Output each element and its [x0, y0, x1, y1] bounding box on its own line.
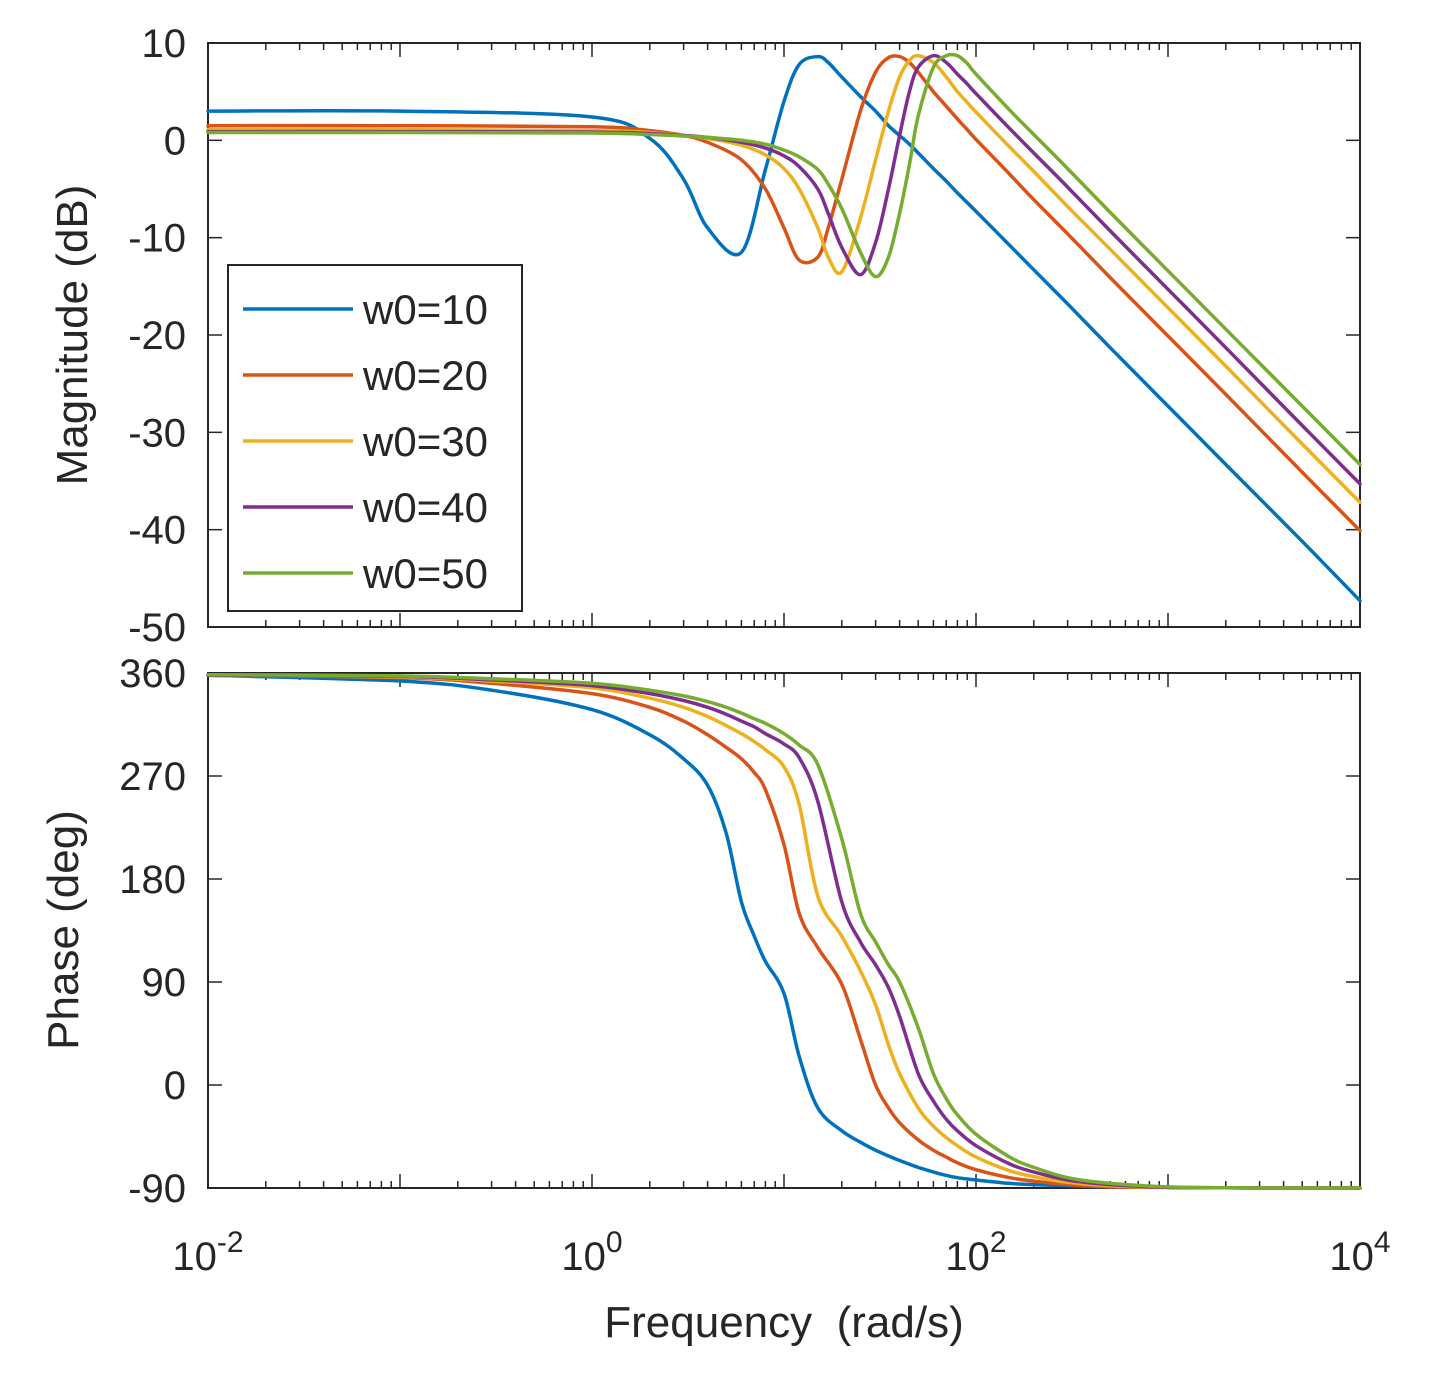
- phase-plot: 360 270 180 90 0 -90 10-2 100 102 104 Phase (deg…: [39, 652, 1391, 1347]
- phase-y-tick-label: 180: [119, 858, 186, 902]
- magnitude-y-ticks: 10 0 -10 -20 -30 -40 -50: [128, 22, 1360, 650]
- x-tick-label: 10-2: [172, 1226, 243, 1279]
- phase-x-tick-labels: 10-2 100 102 104: [172, 1226, 1390, 1279]
- phase-series-w0-50: [206, 672, 1362, 1190]
- magnitude-y-axis-label: Magnitude (dB): [48, 185, 97, 486]
- legend-box: [227, 264, 523, 612]
- legend-label-w0-20: w0=20: [362, 352, 488, 399]
- magnitude-y-tick-label: -20: [128, 314, 186, 358]
- phase-y-tick-label: 90: [142, 961, 187, 1005]
- magnitude-y-tick-label: -40: [128, 509, 186, 553]
- magnitude-curves: [206, 52, 1362, 603]
- legend-label-w0-40: w0=40: [362, 484, 488, 531]
- legend-label-w0-30: w0=30: [362, 418, 488, 465]
- x-tick-label: 104: [1329, 1226, 1390, 1279]
- phase-y-ticks: 360 270 180 90 0 -90: [119, 652, 1360, 1211]
- legend-label-w0-10: w0=10: [362, 286, 488, 333]
- phase-y-tick-label: 270: [119, 755, 186, 799]
- phase-curves: [206, 672, 1362, 1190]
- phase-series-w0-40: [206, 673, 1362, 1190]
- phase-y-axis-label: Phase (deg): [39, 810, 88, 1050]
- phase-series-w0-20: [206, 673, 1362, 1190]
- phase-y-tick-label: 360: [119, 652, 186, 696]
- phase-series-w0-30: [206, 673, 1362, 1190]
- magnitude-y-tick-label: -50: [128, 606, 186, 650]
- x-tick-label: 100: [561, 1226, 622, 1279]
- legend-label-w0-50: w0=50: [362, 550, 488, 597]
- magnitude-series-w0-10: [206, 54, 1362, 603]
- magnitude-x-minor-ticks: [207, 43, 1352, 627]
- magnitude-y-tick-label: 0: [164, 119, 186, 163]
- magnitude-plot: 100-10-20-30-40-50 Magnitude (dB) w0=10w…: [48, 22, 1362, 650]
- magnitude-y-tick-label: -10: [128, 217, 186, 261]
- phase-y-tick-label: -90: [128, 1167, 186, 1211]
- phase-axes-box: [207, 672, 1361, 1189]
- x-tick-label: 102: [945, 1226, 1006, 1279]
- x-axis-label: Frequency (rad/s): [604, 1298, 963, 1347]
- magnitude-y-tick-label: -30: [128, 411, 186, 455]
- legend: w0=10 w0=20 w0=30 w0=40 w0=50: [227, 264, 523, 612]
- phase-y-tick-label: 0: [164, 1064, 186, 1108]
- magnitude-y-tick-label: 10: [142, 22, 187, 66]
- magnitude-series-w0-50: [206, 52, 1362, 467]
